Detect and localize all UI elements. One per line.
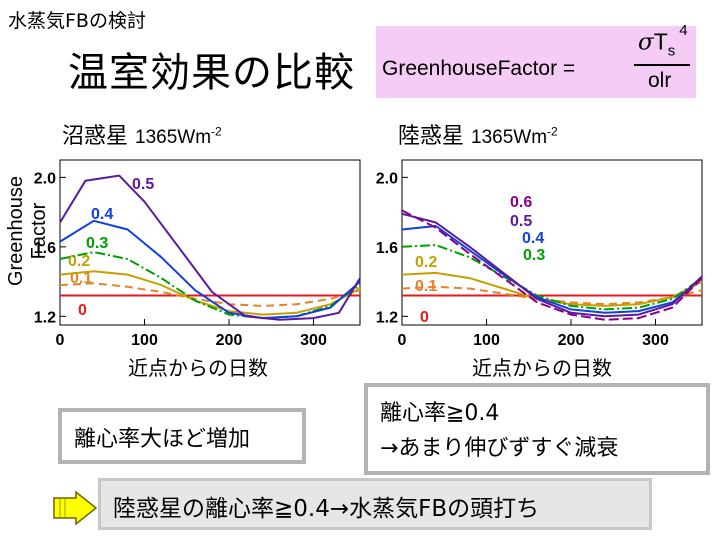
note-box-right: 離心率≧0.4 →あまり伸びずすぐ減衰: [364, 383, 710, 475]
y-tick-label: 1.2: [34, 309, 56, 326]
series-label-0.4: 0.4: [522, 230, 544, 247]
chart-unit-left-sup: -2: [211, 124, 222, 139]
x-tick-label: 300: [642, 332, 669, 349]
conclusion-box: 陸惑星の離心率≧0.4→水蒸気FBの頭打ち: [98, 478, 652, 530]
note-right-line2: →あまり伸びずすぐ減衰: [380, 436, 619, 461]
series-label-0.3: 0.3: [523, 247, 545, 264]
series-label-0: 0: [78, 302, 87, 319]
chart-title-left-text: 沼惑星: [62, 124, 129, 149]
series-line-0.5: [59, 174, 361, 321]
x-axis-label-left: 近点からの日数: [128, 356, 268, 380]
plot-frame: [401, 159, 703, 326]
y-tick-label: 2.0: [376, 170, 398, 187]
formula-sigma: σ: [638, 29, 654, 56]
y-tick-label: 1.2: [376, 309, 398, 326]
y-tick-label: 1.6: [34, 240, 56, 257]
x-tick-label: 0: [398, 332, 407, 349]
formula-t: T: [653, 28, 668, 55]
series-label-0.2: 0.2: [68, 253, 90, 270]
x-tick-label: 100: [131, 332, 158, 349]
formula-fraction-bar: [634, 64, 690, 66]
chart-unit-right-sup: -2: [547, 124, 558, 139]
series-label-0.5: 0.5: [132, 176, 154, 193]
formula-denominator: olr: [648, 69, 672, 92]
series-label-0.1: 0.1: [415, 278, 437, 295]
chart-unit-right-text: 1365Wm: [471, 127, 548, 148]
x-tick-label: 0: [56, 332, 65, 349]
slide-topic: 水蒸気FBの検討: [8, 10, 146, 32]
series-label-0.1: 0.1: [70, 270, 92, 287]
x-tick-label: 300: [300, 332, 327, 349]
series-label-0.5: 0.5: [510, 213, 532, 230]
chart-unit-left: 1365Wm-2: [135, 124, 222, 148]
note-box-left: 離心率大ほど増加: [58, 408, 306, 464]
series-line-0.3: [401, 244, 703, 311]
series-line-0.4: [401, 225, 703, 314]
chart-unit-left-text: 1365Wm: [135, 127, 212, 148]
conclusion-text: 陸惑星の離心率≧0.4→水蒸気FBの頭打ち: [113, 496, 540, 522]
formula-label: GreenhouseFactor =: [382, 57, 576, 80]
formula-t-sub: s: [667, 42, 676, 60]
series-label-0.2: 0.2: [415, 254, 437, 271]
series-line-0.4: [59, 219, 361, 320]
formula-t-sup: 4: [679, 22, 688, 39]
chart-title-right: 陸惑星 1365Wm-2: [398, 118, 558, 150]
y-tick-label: 1.6: [376, 240, 398, 257]
series-line-0.5: [401, 212, 703, 318]
plot-frame: [59, 159, 361, 326]
chart-title-right-text: 陸惑星: [398, 124, 465, 149]
series-line-0.6: [401, 209, 703, 321]
note-right-line1: 離心率≧0.4: [380, 401, 500, 426]
series-label-0.3: 0.3: [86, 235, 108, 252]
slide-title: 温室効果の比較: [68, 50, 355, 96]
x-tick-label: 200: [216, 332, 243, 349]
note-left-text: 離心率大ほど増加: [74, 427, 251, 452]
formula-numerator: σTs4: [638, 22, 688, 60]
formula-box: GreenhouseFactor = σTs4 olr: [376, 22, 696, 98]
x-tick-label: 100: [473, 332, 500, 349]
series-label-0: 0: [420, 309, 429, 326]
yellow-arrow-icon: [53, 490, 98, 526]
chart-title-left: 沼惑星 1365Wm-2: [62, 118, 222, 150]
series-line-0.2: [59, 270, 361, 316]
x-tick-label: 200: [558, 332, 585, 349]
series-label-0.6: 0.6: [510, 194, 532, 211]
series-label-0.4: 0.4: [91, 206, 113, 223]
chart-unit-right: 1365Wm-2: [471, 124, 558, 148]
x-axis-label-right: 近点からの日数: [472, 356, 612, 380]
y-tick-label: 2.0: [34, 170, 56, 187]
